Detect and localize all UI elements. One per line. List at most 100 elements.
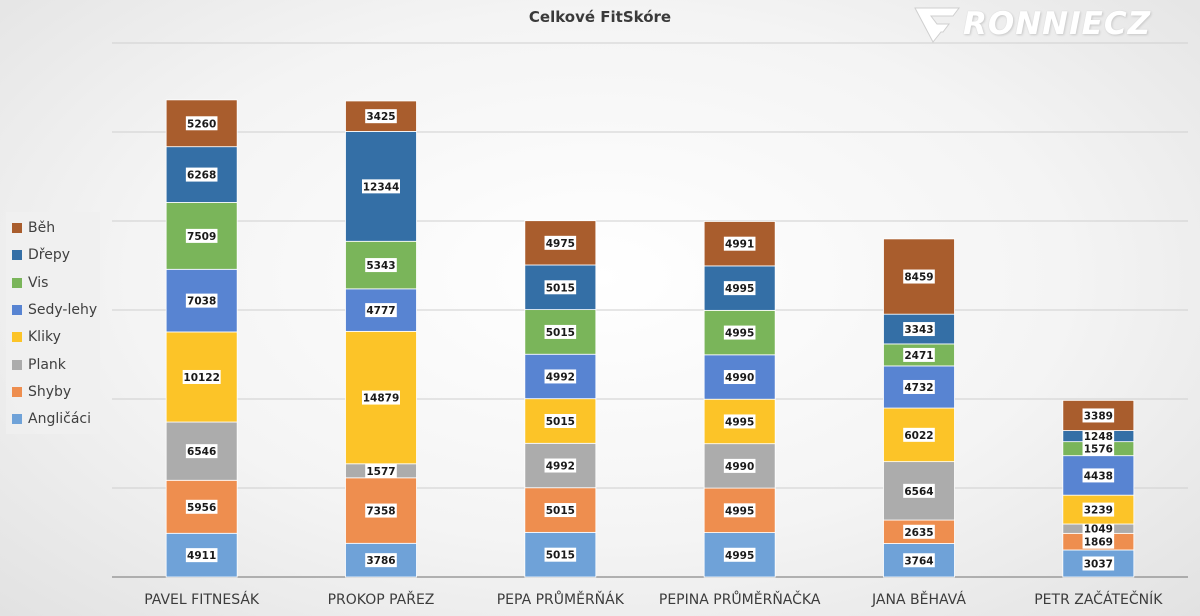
watermark-emblem-icon (914, 7, 960, 43)
x-tick-label: PETR ZAČÁTEČNÍK (1034, 590, 1163, 608)
data-label-background (544, 280, 577, 295)
data-label-background (544, 369, 577, 384)
data-label: 5015 (546, 327, 575, 339)
data-label: 1577 (366, 466, 395, 478)
data-label: 4990 (725, 461, 754, 473)
data-label: 7509 (187, 231, 216, 243)
legend-label: Sedy-lehy (28, 301, 98, 318)
data-label-background (1082, 441, 1115, 456)
legend-label: Plank (28, 356, 66, 373)
data-label-background (365, 463, 397, 478)
data-label: 4975 (546, 238, 575, 250)
data-label: 5015 (546, 505, 575, 517)
legend-swatch (12, 223, 22, 233)
x-tick-label: PEPINA PRŮMĚRŇAČKA (659, 590, 821, 608)
legend-label: Angličáci (28, 411, 91, 428)
legend-item: Běh (12, 219, 55, 237)
data-label-background (1082, 521, 1115, 536)
data-label-background (903, 269, 935, 284)
legend-swatch (12, 332, 22, 343)
data-label: 6268 (187, 170, 216, 182)
data-label-background (903, 322, 935, 337)
chart-title: Celkové FitSkóre (528, 8, 672, 26)
legend-swatch (12, 250, 22, 261)
data-label: 6546 (187, 446, 216, 458)
data-label-background (365, 258, 397, 273)
data-label: 4992 (546, 371, 575, 383)
legend-item: Vis (12, 274, 48, 292)
data-label: 1869 (1084, 537, 1113, 549)
data-label-background (544, 547, 577, 562)
legend-item: Angličáci (12, 410, 91, 428)
data-label-background (362, 390, 400, 405)
watermark-logo: RONNIECZ (913, 4, 1188, 44)
data-label: 14879 (363, 393, 400, 405)
data-label-background (1082, 468, 1115, 483)
data-label: 6022 (904, 430, 933, 442)
data-label-background (723, 281, 756, 296)
bar-segment (345, 288, 417, 332)
data-label: 12344 (363, 181, 400, 193)
data-label-background (723, 458, 756, 473)
data-label-background (723, 503, 756, 518)
data-label: 4995 (725, 550, 754, 562)
data-label-background (185, 499, 218, 514)
data-label: 5015 (546, 550, 575, 562)
data-label: 4995 (725, 328, 754, 340)
legend-swatch (12, 277, 22, 288)
legend-swatch (12, 304, 22, 315)
legend-item: Shyby (12, 383, 71, 401)
data-label: 4995 (725, 416, 754, 428)
data-label: 5260 (187, 118, 216, 130)
data-label: 5343 (366, 260, 395, 272)
data-label: 5015 (546, 282, 575, 294)
data-label: 1049 (1084, 524, 1113, 536)
data-label-background (1082, 408, 1115, 423)
data-label-background (185, 293, 218, 308)
legend-label: Běh (28, 220, 56, 236)
legend-item: Dřepy (12, 246, 70, 264)
data-label: 10122 (183, 372, 220, 384)
legend-swatch (12, 386, 22, 397)
legend-item: Sedy-lehy (12, 301, 97, 319)
data-label-background (544, 458, 577, 473)
data-label-background (723, 547, 756, 562)
legend-swatch (12, 359, 22, 370)
data-label: 4995 (725, 283, 754, 295)
data-label: 4732 (904, 382, 933, 394)
data-label-background (1082, 556, 1115, 571)
data-label: 1248 (1084, 431, 1113, 443)
legend: Běh Dřepy Vis Sedy-lehy Kliky Plank Shyby Angli… (6, 212, 100, 434)
data-label-background (185, 228, 218, 243)
data-label-background (182, 369, 221, 384)
legend-label: Kliky (28, 329, 61, 346)
data-label: 4992 (546, 461, 575, 473)
data-label: 4990 (725, 372, 754, 384)
legend-label: Vis (28, 274, 49, 291)
data-label: 5015 (546, 416, 575, 428)
data-label: 4777 (366, 305, 395, 317)
data-label: 4911 (187, 550, 216, 562)
data-label-background (903, 427, 935, 442)
data-label: 3037 (1084, 558, 1113, 570)
legend-swatch (12, 414, 22, 425)
data-label: 7038 (187, 296, 216, 308)
data-label: 7358 (366, 506, 395, 518)
data-label: 3425 (366, 111, 395, 123)
x-tick-label: PROKOP PAŘEZ (328, 591, 435, 608)
data-label-background (544, 413, 577, 428)
data-label: 6564 (904, 486, 933, 498)
data-label-background (1082, 502, 1115, 517)
legend-label: Shyby (28, 383, 72, 400)
data-label-background (365, 553, 397, 568)
data-label: 3389 (1084, 410, 1113, 422)
data-label: 8459 (904, 272, 933, 284)
data-label: 2635 (904, 527, 933, 539)
legend-label: Dřepy (28, 247, 71, 264)
data-label: 1576 (1084, 444, 1113, 456)
data-label-background (723, 325, 756, 340)
x-tick-label: PAVEL FITNESÁK (144, 591, 260, 608)
data-label-background (544, 324, 577, 339)
data-label-background (723, 236, 756, 251)
